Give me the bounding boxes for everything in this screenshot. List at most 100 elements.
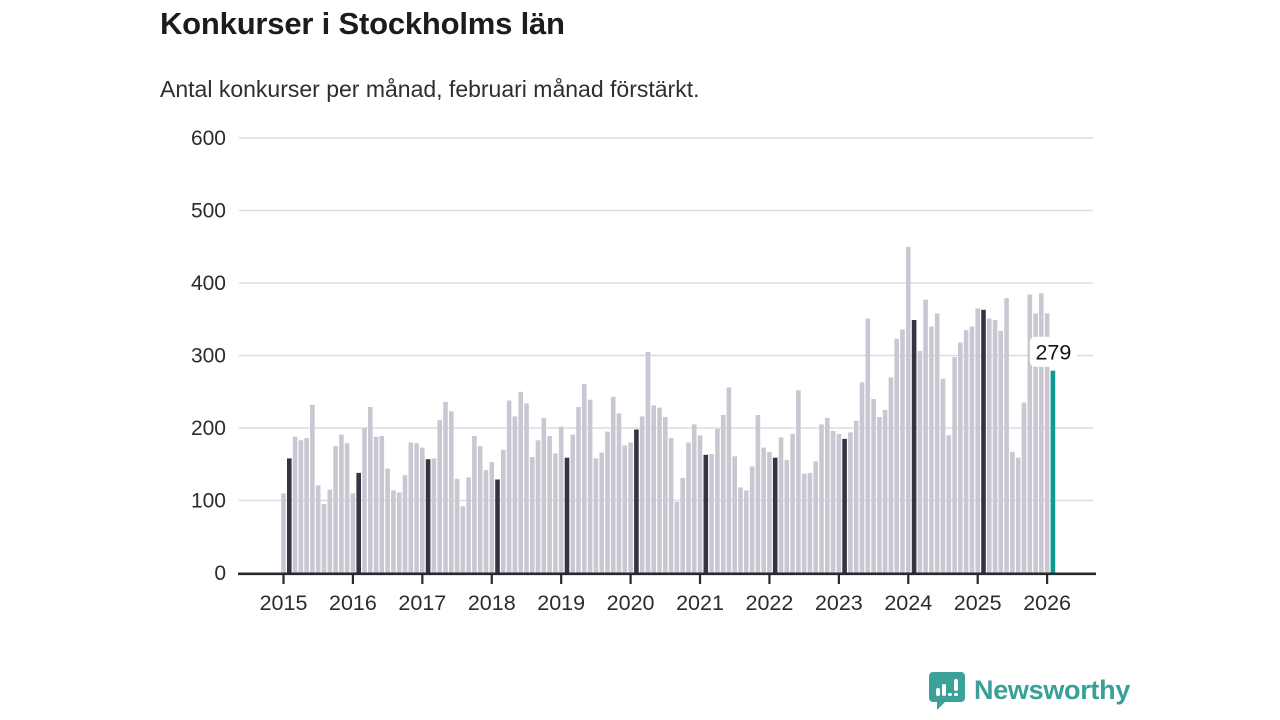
y-axis-tick-label: 200 bbox=[191, 417, 226, 440]
bar-2024-09 bbox=[952, 357, 957, 573]
x-axis-tick-label: 2024 bbox=[884, 591, 932, 615]
bar-2020-03 bbox=[639, 416, 645, 573]
bar-2021-10 bbox=[749, 466, 755, 573]
bar-2025-07 bbox=[1010, 451, 1015, 573]
bar-2017-05 bbox=[443, 401, 448, 573]
bar-2018-07 bbox=[524, 403, 529, 574]
y-axis-tick-label: 400 bbox=[191, 272, 226, 295]
bar-2026-01 bbox=[1044, 313, 1050, 573]
bar-2019-01 bbox=[558, 426, 564, 573]
bar-2024-10 bbox=[958, 342, 963, 573]
bar-2017-07 bbox=[454, 478, 460, 574]
bar-2022-04 bbox=[784, 459, 790, 573]
bar-2020-12 bbox=[691, 424, 697, 573]
x-axis-tick-label: 2015 bbox=[260, 591, 308, 615]
bar-2015-06 bbox=[310, 404, 315, 573]
bar-2018-04 bbox=[506, 400, 512, 573]
bar-2021-11 bbox=[755, 415, 761, 573]
bar-2018-10 bbox=[541, 417, 547, 574]
bar-2015-03 bbox=[292, 436, 298, 573]
bar-2017-08 bbox=[460, 506, 466, 573]
x-axis-tick-label: 2023 bbox=[815, 591, 863, 615]
bar-2019-08 bbox=[599, 452, 604, 573]
bar-2023-11 bbox=[894, 338, 899, 573]
bar-2026-02 bbox=[1050, 370, 1056, 573]
bar-2022-09 bbox=[813, 461, 818, 573]
bar-2022-01 bbox=[767, 451, 772, 573]
bar-2020-10 bbox=[680, 478, 685, 573]
x-axis-tick-label: 2021 bbox=[676, 591, 724, 615]
bar-2017-03 bbox=[431, 458, 437, 573]
bar-2016-06 bbox=[379, 436, 385, 573]
bar-2025-02 bbox=[981, 309, 986, 573]
bar-2022-02 bbox=[772, 457, 778, 573]
annotation-bg bbox=[1029, 336, 1077, 367]
bar-2020-09 bbox=[674, 501, 680, 573]
bar-2015-02 bbox=[287, 458, 292, 573]
bar-2015-12 bbox=[344, 443, 350, 573]
bar-2016-04 bbox=[368, 407, 373, 573]
x-axis-tick-label: 2026 bbox=[1023, 591, 1071, 615]
bar-2015-01 bbox=[281, 493, 286, 574]
bar-2025-04 bbox=[992, 320, 998, 573]
bar-2015-09 bbox=[327, 489, 333, 573]
page-title: Konkurser i Stockholms län bbox=[160, 6, 565, 41]
bar-2017-02 bbox=[425, 459, 431, 573]
bar-2016-07 bbox=[385, 468, 390, 573]
bar-2017-11 bbox=[477, 446, 483, 573]
bar-2019-06 bbox=[587, 399, 593, 573]
bar-2017-04 bbox=[437, 420, 442, 573]
bar-2016-05 bbox=[373, 436, 379, 573]
bar-2022-06 bbox=[796, 390, 801, 573]
bar-2018-12 bbox=[553, 453, 558, 573]
bar-2025-10 bbox=[1027, 294, 1033, 573]
y-axis-tick-label: 600 bbox=[191, 127, 226, 150]
newsworthy-wordmark: Newsworthy bbox=[974, 674, 1131, 705]
bar-2023-04 bbox=[853, 420, 859, 574]
bar-2020-11 bbox=[686, 442, 691, 573]
bar-2016-12 bbox=[414, 443, 419, 573]
bar-2025-06 bbox=[1004, 298, 1009, 573]
bar-2019-10 bbox=[610, 396, 616, 573]
annotation-value-label: 279 bbox=[1035, 341, 1071, 365]
bar-2023-09 bbox=[882, 409, 888, 573]
bar-2025-01 bbox=[975, 308, 980, 573]
bar-2018-09 bbox=[535, 440, 541, 573]
bar-2019-04 bbox=[576, 407, 581, 573]
chart-subtitle: Antal konkurser per månad, februari måna… bbox=[160, 76, 700, 102]
bar-2024-04 bbox=[923, 299, 928, 573]
bar-2021-08 bbox=[738, 487, 743, 573]
bar-2023-10 bbox=[888, 377, 894, 574]
x-axis-tick-label: 2018 bbox=[468, 591, 516, 615]
bar-2024-03 bbox=[917, 351, 923, 573]
bar-2020-06 bbox=[657, 407, 662, 573]
bar-2022-05 bbox=[790, 433, 795, 573]
bar-2021-09 bbox=[744, 490, 749, 573]
bar-2023-02 bbox=[842, 438, 847, 573]
bar-2022-08 bbox=[807, 472, 813, 573]
bar-2021-01 bbox=[697, 435, 703, 574]
bar-2025-05 bbox=[998, 330, 1004, 574]
bar-2023-08 bbox=[877, 417, 882, 573]
bar-2019-02 bbox=[564, 457, 570, 573]
bar-2018-02 bbox=[495, 479, 500, 573]
bar-2017-09 bbox=[466, 477, 471, 573]
bar-2024-12 bbox=[969, 326, 975, 573]
bar-2022-03 bbox=[778, 437, 784, 573]
bar-2016-02 bbox=[356, 472, 361, 573]
bar-2023-12 bbox=[900, 329, 905, 573]
x-axis-tick-label: 2016 bbox=[329, 591, 377, 615]
x-axis-tick-label: 2019 bbox=[537, 591, 585, 615]
bar-2025-08 bbox=[1015, 457, 1021, 573]
bar-2016-03 bbox=[362, 428, 367, 573]
bar-2023-06 bbox=[865, 318, 871, 573]
bar-2020-02 bbox=[634, 429, 639, 573]
newsworthy-logo: Newsworthy bbox=[928, 670, 1130, 710]
x-axis-tick-label: 2020 bbox=[607, 591, 655, 615]
bar-2018-11 bbox=[547, 436, 552, 573]
bar-2025-09 bbox=[1021, 402, 1027, 573]
bar-2017-12 bbox=[483, 470, 489, 574]
bar-2015-04 bbox=[298, 440, 304, 573]
bar-2017-06 bbox=[449, 411, 454, 573]
bar-2019-09 bbox=[605, 431, 610, 573]
